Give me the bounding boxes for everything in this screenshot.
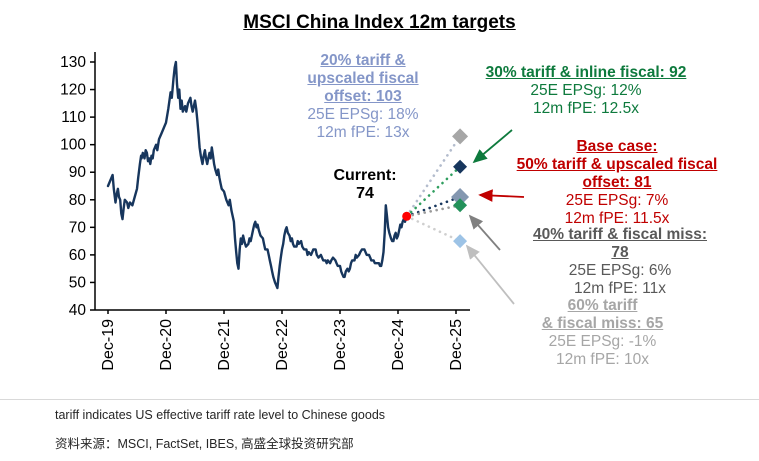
projection-line-103 <box>405 135 462 218</box>
annotation-scenario-60pct: 60% tariff & fiscal miss: 65 25E EPSg: -… <box>505 297 700 369</box>
annotation-detail: 25E EPSg: 18% <box>307 106 419 123</box>
annotation-heading: 50% tariff & upscaled fiscal <box>516 156 718 173</box>
annotation-heading: Base case: <box>576 138 658 155</box>
projection-line-65 <box>405 215 462 243</box>
annotation-heading: 40% tariff & fiscal miss: <box>532 226 707 243</box>
annotation-detail: 12m fPE: 10x <box>555 351 650 368</box>
annotation-detail: 25E EPSg: 6% <box>568 262 672 279</box>
annotation-heading: 30% tariff & inline fiscal: 92 <box>485 64 687 81</box>
y-tick-label: 70 <box>69 219 87 236</box>
x-tick-label: Dec-24 <box>390 319 407 371</box>
annotation-detail: 25E EPSg: 7% <box>565 192 669 209</box>
current-marker <box>402 211 412 221</box>
target-diamond-65 <box>453 234 468 249</box>
annotation-detail: 12m fPE: 11.5x <box>564 210 670 227</box>
y-tick-label: 110 <box>61 109 86 126</box>
y-tick-label: 40 <box>69 302 87 319</box>
annotation-scenario-30pct: 30% tariff & inline fiscal: 92 25E EPSg:… <box>460 64 712 118</box>
annotation-heading: 60% tariff <box>567 297 638 314</box>
y-tick-label: 90 <box>69 164 87 181</box>
y-tick-label: 50 <box>69 274 87 291</box>
current-label: Current: <box>333 167 397 184</box>
chart-title: MSCI China Index 12m targets <box>243 12 516 33</box>
x-tick-label: Dec-23 <box>332 319 349 371</box>
history-line <box>106 60 408 290</box>
source-line: 资料来源：MSCI, FactSet, IBES, 高盛全球投资研究部 <box>55 437 354 451</box>
arrow-40pct <box>468 214 501 251</box>
x-tick-label: Dec-25 <box>448 319 465 371</box>
arrow-60pct <box>465 244 515 305</box>
x-tick-label: Dec-22 <box>274 319 291 371</box>
annotation-detail: 12m fPE: 11x <box>574 280 666 297</box>
target-diamond-78 <box>453 198 468 213</box>
annotation-scenario-20pct: 20% tariff & upscaled fiscal offset: 103… <box>288 52 438 142</box>
projection-line-78 <box>405 203 462 218</box>
y-tick-label: 120 <box>60 82 86 99</box>
y-tick-label: 80 <box>69 192 87 209</box>
annotation-heading: 20% tariff & <box>320 52 406 69</box>
annotation-base-case: Base case: 50% tariff & upscaled fiscal … <box>488 138 746 228</box>
target-diamond-92 <box>453 159 468 174</box>
annotation-heading: & fiscal miss: 65 <box>541 315 664 332</box>
footnote: tariff indicates US effective tariff rat… <box>55 408 386 422</box>
target-diamond-81 <box>451 188 470 207</box>
annotation-heading: 78 <box>611 244 629 261</box>
annotation-heading: offset: 81 <box>582 174 652 191</box>
y-tick-label: 130 <box>60 54 86 71</box>
current-value: 74 <box>356 185 374 202</box>
annotation-detail: 12m fPE: 13x <box>316 124 410 141</box>
arrow-30pct <box>472 129 513 164</box>
annotation-detail: 25E EPSg: -1% <box>548 333 657 350</box>
annotation-heading: offset: 103 <box>324 88 402 105</box>
chart-canvas: 40 50 60 70 80 90 100 110 120 130 Dec-19 Dec-20 Dec-… <box>60 52 525 371</box>
annotation-current-value: Current: 74 <box>318 167 412 203</box>
target-diamond-103 <box>452 128 469 145</box>
projection-line-92 <box>405 165 462 218</box>
arrow-base <box>478 189 525 202</box>
annotation-detail: 12m fPE: 12.5x <box>533 100 639 117</box>
footer-divider <box>0 399 759 400</box>
x-tick-label: Dec-19 <box>100 319 117 371</box>
annotation-detail: 25E EPSg: 12% <box>530 82 642 99</box>
y-tick-label: 60 <box>69 247 87 264</box>
projection-line-81 <box>405 195 462 218</box>
x-tick-label: Dec-20 <box>158 319 175 371</box>
annotation-heading: upscaled fiscal <box>307 70 419 87</box>
x-tick-label: Dec-21 <box>216 319 233 371</box>
annotation-scenario-40pct: 40% tariff & fiscal miss: 78 25E EPSg: 6… <box>494 226 746 298</box>
y-tick-label: 100 <box>60 137 86 154</box>
